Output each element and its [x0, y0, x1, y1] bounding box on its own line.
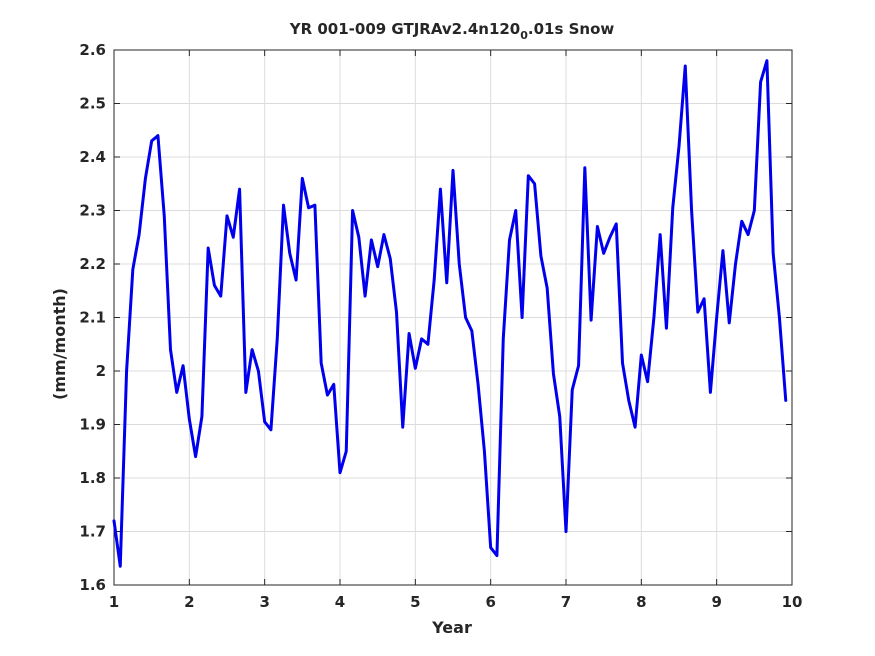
x-tick-label: 4	[335, 593, 345, 611]
y-axis-label: (mm/month)	[50, 288, 69, 400]
y-tick-label: 2.4	[79, 148, 106, 166]
x-tick-label: 5	[410, 593, 420, 611]
plot-frame	[113, 49, 793, 586]
y-tick-label: 2.5	[79, 95, 106, 113]
x-tick-label: 3	[259, 593, 269, 611]
x-tick-label: 10	[782, 593, 803, 611]
x-tick-label: 6	[485, 593, 495, 611]
tick-labels: 1 2 3 4 5 6 7 8 9 10 1.6 1.7 1.8 1.9 2 2.1 2.2 2.3 2.4 2.5 2…	[79, 41, 802, 611]
y-tick-label: 2.6	[79, 41, 106, 59]
x-tick-label: 8	[636, 593, 646, 611]
x-axis-label: Year	[431, 618, 472, 637]
series-line	[112, 59, 788, 568]
y-tick-label: 1.6	[79, 576, 106, 594]
x-tick-label: 1	[109, 593, 119, 611]
title-main: YR 001-009 GTJRAv2.4n120	[289, 20, 521, 38]
series-layer	[112, 59, 788, 568]
x-tick-label: 2	[184, 593, 194, 611]
chart-title: YR 001-009 GTJRAv2.4n1200.01s Snow	[289, 20, 615, 42]
y-tick-label: 2	[96, 362, 106, 380]
y-tick-label: 1.9	[79, 416, 106, 434]
y-tick-label: 2.1	[79, 309, 106, 327]
y-tick-label: 1.8	[79, 469, 106, 487]
y-tick-label: 1.7	[79, 523, 106, 541]
title-suffix: .01s Snow	[528, 20, 615, 38]
y-tick-label: 2.2	[79, 255, 106, 273]
x-tick-label: 9	[711, 593, 721, 611]
title-subscript: 0	[520, 29, 528, 42]
x-tick-label: 7	[561, 593, 571, 611]
y-tick-label: 2.3	[79, 202, 106, 220]
